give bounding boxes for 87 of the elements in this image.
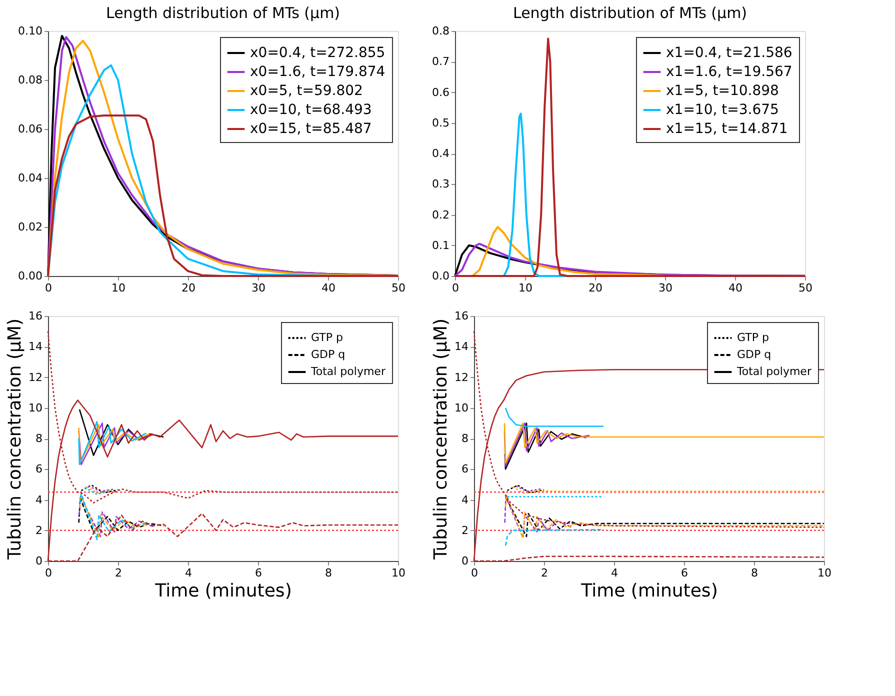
line-series bbox=[80, 484, 119, 494]
x-tick-label: 10 bbox=[112, 282, 126, 294]
line-series bbox=[504, 528, 604, 546]
y-tick-label: 2 bbox=[462, 524, 468, 537]
x-tick-label: 2 bbox=[115, 566, 122, 580]
y-axis-title: Tubulin concentration (μM) bbox=[4, 318, 26, 561]
line-series bbox=[78, 408, 164, 456]
y-tick-label: 0.04 bbox=[18, 172, 42, 184]
x-tick-label: 30 bbox=[252, 282, 266, 294]
legend-label: GTP p bbox=[737, 331, 769, 344]
y-tick-label: 0.10 bbox=[18, 24, 42, 38]
y-tick-label: 12 bbox=[454, 370, 468, 384]
x-tick-label: 50 bbox=[392, 282, 406, 294]
y-tick-label: 0.08 bbox=[18, 74, 42, 86]
y-tick-label: 0.6 bbox=[432, 86, 450, 99]
y-tick-label: 0 bbox=[36, 554, 42, 568]
legend-label: x1=10, t=3.675 bbox=[666, 102, 779, 118]
x-tick-label: 20 bbox=[182, 282, 196, 294]
y-tick-label: 0.5 bbox=[432, 116, 450, 130]
x-tick-label: 10 bbox=[818, 566, 832, 580]
y-tick-label: 10 bbox=[454, 401, 468, 414]
x-tick-label: 0 bbox=[471, 566, 478, 580]
y-tick-label: 0.7 bbox=[432, 55, 450, 68]
y-tick-label: 0.2 bbox=[432, 208, 450, 222]
x-tick-label: 8 bbox=[325, 566, 332, 580]
legend-label: x0=1.6, t=179.874 bbox=[250, 64, 386, 80]
x-tick-label: 0 bbox=[45, 566, 52, 580]
line-series bbox=[504, 407, 604, 427]
x-tick-label: 4 bbox=[185, 566, 192, 580]
line-series bbox=[512, 486, 825, 494]
x-tick-label: 40 bbox=[322, 282, 336, 294]
y-tick-label: 14 bbox=[454, 340, 468, 354]
y-tick-label: 2 bbox=[36, 524, 42, 537]
legend-label: x1=0.4, t=21.586 bbox=[666, 45, 792, 61]
legend-label: Total polymer bbox=[736, 365, 812, 378]
legend-label: x0=0.4, t=272.855 bbox=[250, 45, 386, 61]
line-series bbox=[506, 484, 545, 494]
y-tick-label: 0.02 bbox=[18, 220, 42, 234]
line-series bbox=[504, 496, 573, 539]
legend-label: x1=15, t=14.871 bbox=[666, 121, 788, 137]
y-tick-label: 10 bbox=[28, 401, 42, 414]
legend-label: GDP q bbox=[737, 348, 772, 361]
x-axis-title: Time (minutes) bbox=[580, 580, 718, 602]
legend-label: Total polymer bbox=[310, 365, 386, 378]
legend-label: x0=15, t=85.487 bbox=[250, 121, 372, 137]
y-tick-label: 0.0 bbox=[432, 270, 450, 282]
y-tick-label: 8 bbox=[36, 432, 42, 445]
line-series bbox=[78, 498, 164, 533]
x-tick-label: 0 bbox=[45, 282, 52, 294]
y-tick-label: 0.4 bbox=[432, 147, 450, 160]
x-tick-label: 8 bbox=[751, 566, 758, 580]
y-tick-label: 0.3 bbox=[432, 178, 450, 191]
y-tick-label: 14 bbox=[28, 340, 42, 354]
x-tick-label: 2 bbox=[541, 566, 548, 580]
x-tick-label: 50 bbox=[798, 282, 812, 294]
y-tick-label: 4 bbox=[36, 493, 42, 506]
legend-label: x1=1.6, t=19.567 bbox=[666, 64, 792, 80]
chart-title: Length distribution of MTs (μm) bbox=[512, 4, 748, 22]
y-tick-label: 16 bbox=[28, 310, 42, 322]
x-tick-label: 6 bbox=[255, 566, 262, 580]
y-tick-label: 4 bbox=[462, 493, 468, 506]
x-tick-label: 30 bbox=[658, 282, 672, 294]
x-tick-label: 6 bbox=[681, 566, 688, 580]
legend-label: GTP p bbox=[311, 331, 343, 344]
y-tick-label: 0 bbox=[462, 554, 468, 568]
legend-label: x0=10, t=68.493 bbox=[250, 102, 372, 118]
x-tick-label: 4 bbox=[611, 566, 618, 580]
y-tick-label: 0.8 bbox=[432, 24, 450, 38]
x-axis-title: Time (minutes) bbox=[154, 580, 292, 602]
y-tick-label: 16 bbox=[454, 310, 468, 322]
y-tick-label: 0.1 bbox=[432, 238, 450, 252]
y-tick-label: 6 bbox=[36, 462, 42, 476]
y-tick-label: 8 bbox=[462, 432, 468, 445]
x-tick-label: 10 bbox=[392, 566, 406, 580]
chart-title: Length distribution of MTs (μm) bbox=[106, 4, 340, 22]
y-axis-title: Tubulin concentration (μM) bbox=[430, 318, 452, 561]
x-tick-label: 20 bbox=[588, 282, 602, 294]
x-tick-label: 10 bbox=[518, 282, 532, 294]
y-tick-label: 6 bbox=[462, 462, 468, 476]
legend-label: GDP q bbox=[311, 348, 346, 361]
y-tick-label: 0.00 bbox=[18, 270, 42, 282]
y-tick-label: 0.06 bbox=[18, 122, 42, 136]
line-series bbox=[504, 422, 825, 464]
legend-label: x1=5, t=10.898 bbox=[666, 83, 779, 99]
y-tick-label: 12 bbox=[28, 370, 42, 384]
x-tick-label: 40 bbox=[728, 282, 742, 294]
legend-label: x0=5, t=59.802 bbox=[250, 83, 363, 99]
